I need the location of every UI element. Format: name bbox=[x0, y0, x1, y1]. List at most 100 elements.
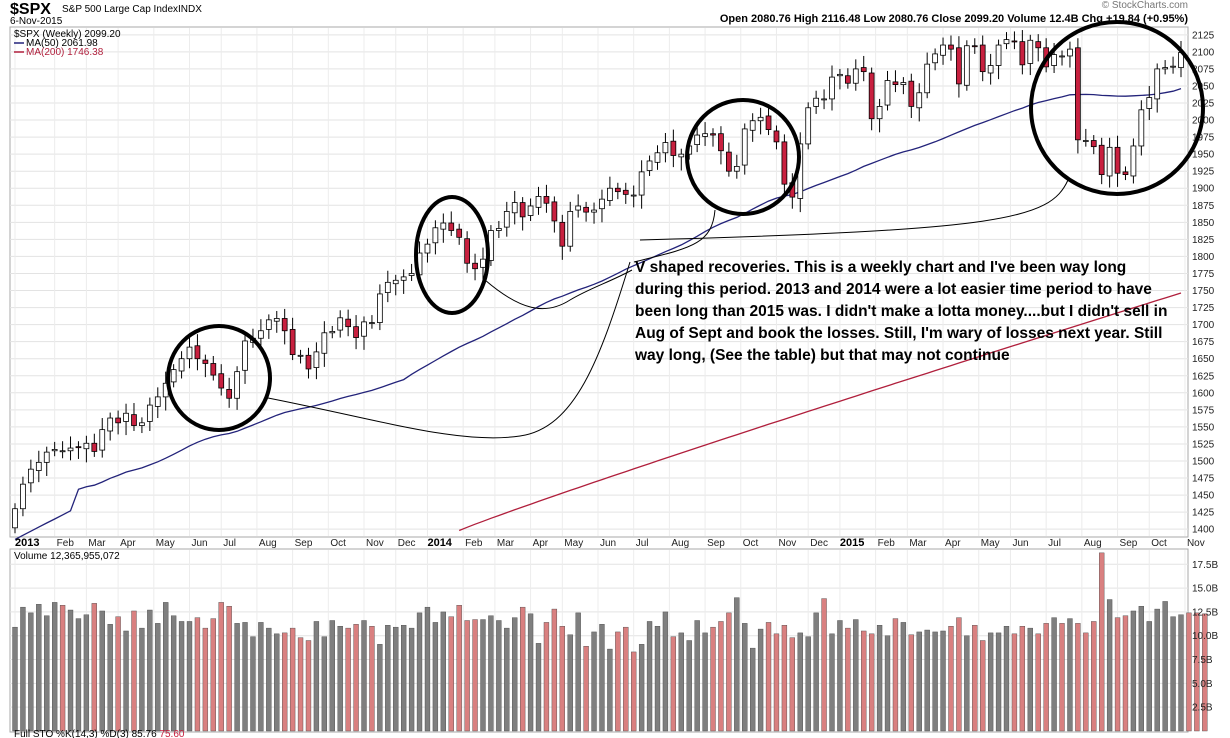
candle-body bbox=[107, 417, 114, 432]
candle-body bbox=[1098, 144, 1105, 176]
volume-bar bbox=[948, 626, 954, 732]
time-label: Jun bbox=[1012, 538, 1028, 549]
price-tick-label: 1600 bbox=[1192, 388, 1215, 399]
time-label: Feb bbox=[878, 538, 896, 549]
candle-body bbox=[123, 412, 129, 422]
candle-body bbox=[718, 133, 724, 152]
chart-exchange: INDX bbox=[178, 4, 202, 15]
candle-body bbox=[963, 45, 970, 86]
volume-bar bbox=[670, 636, 677, 732]
candle-body bbox=[670, 140, 677, 156]
volume-bar bbox=[424, 606, 431, 732]
price-tick-label: 1500 bbox=[1192, 456, 1215, 467]
price-tick-label: 1825 bbox=[1192, 235, 1215, 246]
candle-body bbox=[345, 318, 352, 328]
candle-body bbox=[614, 187, 621, 193]
volume-bar bbox=[242, 622, 248, 732]
volume-bar bbox=[266, 627, 272, 732]
candle-body bbox=[226, 388, 233, 399]
candle-body bbox=[83, 442, 90, 450]
candle-body bbox=[59, 450, 66, 453]
volume-bar bbox=[202, 627, 209, 732]
time-label: Aug bbox=[671, 538, 689, 549]
volume-tick-label: 7.5B bbox=[1192, 655, 1213, 666]
candle-body bbox=[329, 331, 336, 334]
volume-bar bbox=[1154, 608, 1160, 732]
candle-body bbox=[464, 238, 470, 264]
price-tick-label: 1775 bbox=[1192, 269, 1215, 280]
volume-bar bbox=[750, 647, 756, 732]
candle-body bbox=[884, 80, 891, 106]
volume-bar bbox=[416, 612, 423, 732]
volume-bar bbox=[1194, 612, 1200, 732]
price-tick-label: 1550 bbox=[1192, 422, 1215, 433]
candle-body bbox=[1051, 54, 1057, 66]
candle-body bbox=[987, 65, 994, 74]
candle-body bbox=[408, 273, 415, 276]
volume-bar bbox=[646, 621, 653, 732]
candle-body bbox=[400, 276, 407, 281]
candle-body bbox=[551, 201, 558, 222]
candle-body bbox=[678, 153, 685, 158]
time-label: Apr bbox=[945, 538, 961, 549]
volume-bar bbox=[623, 626, 629, 732]
volume-bar bbox=[107, 624, 113, 732]
ohlc-readout: Open 2080.76 High 2116.48 Low 2080.76 Cl… bbox=[720, 13, 1188, 25]
volume-bar bbox=[662, 611, 669, 732]
volume-bar bbox=[599, 624, 605, 732]
candle-body bbox=[622, 189, 629, 195]
candle-body bbox=[1114, 146, 1121, 174]
volume-bar bbox=[932, 631, 938, 732]
candle-body bbox=[202, 359, 209, 364]
candle-body bbox=[432, 227, 439, 244]
ma200-legend: MA(200) 1746.38 bbox=[26, 47, 104, 58]
volume-bar bbox=[615, 631, 621, 732]
candle-body bbox=[694, 134, 701, 146]
volume-bar bbox=[313, 621, 320, 732]
volume-bar bbox=[821, 598, 827, 732]
volume-bar bbox=[868, 633, 875, 732]
candle-body bbox=[781, 141, 788, 185]
volume-bar bbox=[1011, 633, 1018, 732]
volume-bar bbox=[686, 640, 692, 732]
volume-bar bbox=[1130, 610, 1137, 732]
time-label: 2014 bbox=[427, 537, 452, 549]
price-candles bbox=[12, 30, 1184, 534]
volume-bar bbox=[1170, 616, 1176, 732]
candle-body bbox=[337, 317, 344, 331]
volume-bar bbox=[210, 618, 216, 732]
candle-body bbox=[852, 68, 859, 84]
price-gridlines bbox=[10, 28, 1188, 536]
candle-body bbox=[495, 228, 502, 231]
volume-bar bbox=[218, 602, 224, 732]
price-axis-ticks: 1400 1425 1450 1475 1500 1525 1550 1575 1600 1625… bbox=[1192, 30, 1215, 535]
time-label: May bbox=[156, 538, 175, 549]
price-tick-label: 1450 bbox=[1192, 491, 1215, 502]
volume-bar bbox=[163, 602, 169, 732]
volume-legend: Volume 12,365,955,072 bbox=[14, 551, 120, 562]
time-label: Feb bbox=[57, 538, 75, 549]
volume-bar bbox=[12, 626, 18, 732]
time-label: Sep bbox=[707, 538, 725, 549]
chart-date: 6-Nov-2015 bbox=[10, 16, 63, 27]
volume-bar bbox=[274, 633, 280, 732]
candle-body bbox=[932, 53, 938, 64]
time-label: Jul bbox=[223, 538, 236, 549]
volume-bar bbox=[282, 632, 288, 732]
candle-body bbox=[440, 222, 447, 230]
candle-body bbox=[916, 92, 923, 109]
candle-body bbox=[67, 447, 74, 452]
candle-body bbox=[924, 63, 931, 94]
volume-bar bbox=[797, 632, 803, 732]
candle-body bbox=[456, 228, 463, 238]
candle-body bbox=[1059, 55, 1065, 58]
candle-body bbox=[995, 44, 1002, 66]
candle-body bbox=[305, 354, 312, 370]
volume-bar bbox=[789, 637, 795, 732]
volume-bar bbox=[1027, 627, 1033, 732]
volume-bar bbox=[519, 606, 526, 732]
price-legend: $SPX (Weekly) 2099.20 bbox=[14, 29, 121, 40]
candle-body bbox=[1035, 41, 1042, 49]
volume-bar bbox=[980, 640, 986, 732]
